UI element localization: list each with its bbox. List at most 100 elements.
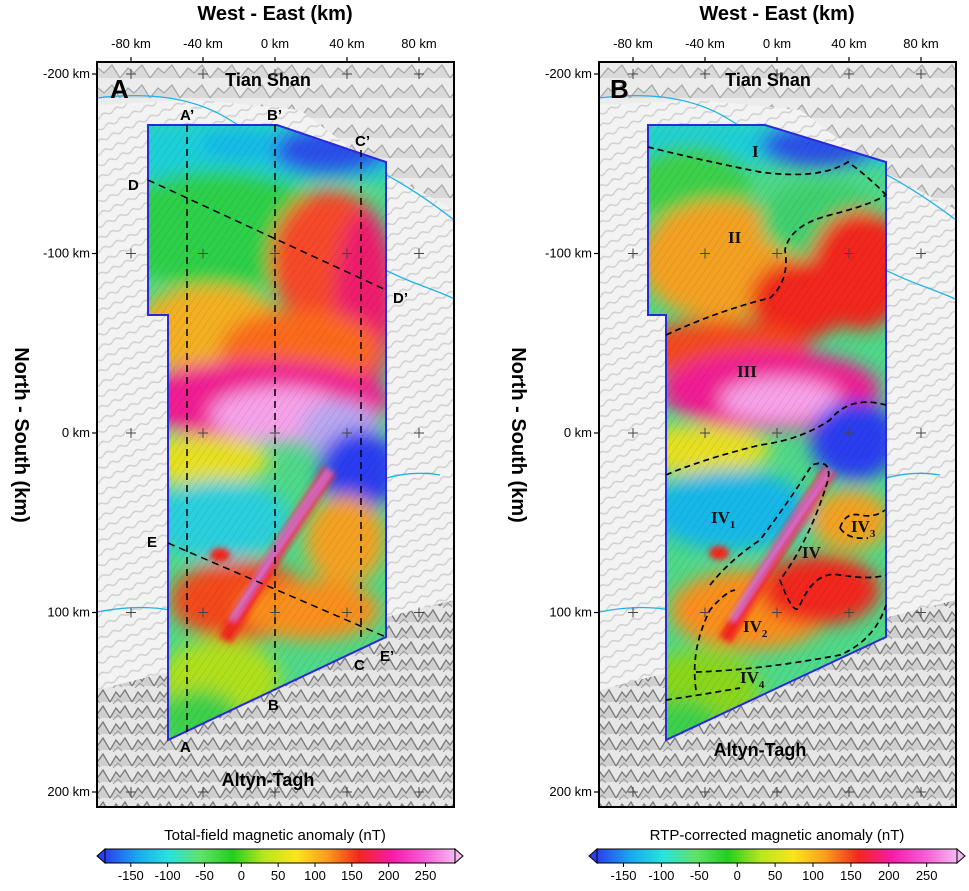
profile-label-d-prime: D’ (393, 290, 408, 307)
grid-cross (342, 248, 352, 259)
zone-label-iv1: IV1 (711, 508, 735, 531)
grid-cross (700, 248, 710, 259)
profile-label-c: C (354, 657, 365, 674)
grid-cross (198, 69, 208, 79)
grid-cross (270, 787, 280, 797)
panel-a-grid-crosses (126, 69, 424, 797)
grid-cross (700, 787, 710, 797)
colorbar-b: -150 -100 -50 0 50 100 150 200 250 (588, 847, 966, 883)
grid-cross (126, 428, 136, 438)
grid-cross (844, 428, 854, 438)
zone-label-iv2: IV2 (743, 617, 768, 640)
grid-cross (772, 69, 782, 79)
panel-a-profile-lines (147, 125, 387, 735)
colorbar-tick-label: 50 (271, 868, 285, 883)
colorbar-tick-label: 100 (304, 868, 326, 883)
grid-cross (198, 248, 208, 259)
grid-cross (916, 787, 926, 797)
grid-cross (342, 69, 352, 79)
colorbar-min-arrow (588, 847, 598, 865)
grid-cross (270, 69, 280, 79)
panel-a-profile-labels: A’ B’ C’ D D’ E E’ C B A (128, 107, 408, 756)
colorbar-tick-label: 250 (916, 868, 938, 883)
x-tick-label: 40 km (329, 36, 364, 51)
grid-cross (414, 607, 424, 618)
panel-a-axes: -80 km -40 km 0 km 40 km 80 km -200 km -100 km… (43, 36, 437, 799)
colorbar-ramp (596, 848, 958, 864)
grid-cross (126, 607, 136, 618)
panel-a-survey-outline (147, 124, 387, 742)
colorbar-tick-label: 150 (840, 868, 862, 883)
x-tick-label: -40 km (685, 36, 725, 51)
panel-b-y-title: North - South (km) (507, 347, 529, 523)
grid-cross (342, 787, 352, 797)
grid-cross (198, 607, 208, 618)
grid-cross (414, 787, 424, 797)
colorbar-tick-label: -50 (195, 868, 214, 883)
panel-b-label: B (610, 74, 629, 104)
y-tick-label: 0 km (62, 425, 90, 440)
place-tian-shan-a: Tian Shan (225, 70, 311, 90)
grid-cross (628, 787, 638, 797)
panel-b-zone-boundaries (647, 146, 887, 701)
y-tick-label: 100 km (549, 605, 592, 620)
grid-cross (628, 607, 638, 618)
grid-cross (700, 607, 710, 618)
profile-label-a: A (180, 739, 191, 756)
y-tick-label: 200 km (549, 784, 592, 799)
y-tick-label: -200 km (545, 66, 592, 81)
panel-b-x-title: West - East (km) (699, 3, 854, 25)
grid-cross (916, 428, 926, 438)
colorbar-tick-label: -100 (648, 868, 674, 883)
grid-cross (772, 787, 782, 797)
grid-cross (126, 787, 136, 797)
panel-b: I II III IV1 IV IV3 IV2 IV4 Tian Shan Al… (507, 3, 957, 808)
grid-cross (342, 607, 352, 618)
colorbar-a: -150 -100 -50 0 50 100 150 200 250 (96, 847, 464, 883)
place-tian-shan-b: Tian Shan (725, 70, 811, 90)
y-tick-label: 200 km (47, 784, 90, 799)
colorbar-a-label: Total-field magnetic anomaly (nT) (164, 827, 386, 844)
x-tick-label: 80 km (903, 36, 938, 51)
x-tick-label: -80 km (111, 36, 151, 51)
y-tick-label: -100 km (43, 246, 90, 261)
grid-cross (772, 428, 782, 438)
profile-label-a-prime: A’ (180, 107, 194, 124)
colorbar-tick-label: 200 (378, 868, 400, 883)
profile-label-c-prime: C’ (355, 133, 370, 150)
zone-label-iv3: IV3 (851, 517, 876, 540)
grid-cross (414, 248, 424, 259)
y-tick-label: 0 km (564, 425, 592, 440)
colorbar-tick-label: 200 (878, 868, 900, 883)
profile-label-e: E (147, 534, 157, 551)
grid-cross (844, 69, 854, 79)
colorbar-tick-label: 0 (734, 868, 741, 883)
place-altyn-tagh-b: Altyn-Tagh (714, 740, 807, 760)
grid-cross (270, 607, 280, 618)
grid-cross (198, 428, 208, 438)
grid-cross (700, 69, 710, 79)
place-altyn-tagh-a: Altyn-Tagh (222, 770, 315, 790)
grid-cross (772, 248, 782, 259)
grid-cross (844, 607, 854, 618)
panel-a: A’ B’ C’ D D’ E E’ C B A Tian Shan Altyn… (10, 3, 455, 808)
panel-b-axes: -80 km -40 km 0 km 40 km 80 km -200 km -100 km… (545, 36, 939, 799)
y-tick-label: 100 km (47, 605, 90, 620)
grid-cross (628, 69, 638, 79)
grid-cross (198, 787, 208, 797)
zone-label-ii: II (728, 228, 742, 247)
colorbar-max-arrow (956, 847, 966, 865)
zone-label-iii: III (737, 362, 757, 381)
colorbar-min-arrow (96, 847, 106, 865)
grid-cross (844, 787, 854, 797)
colorbar-tick-label: 100 (802, 868, 824, 883)
colorbar-tick-label: 250 (415, 868, 437, 883)
colorbar-tick-label: -100 (155, 868, 181, 883)
panel-a-y-title: North - South (km) (10, 347, 32, 523)
grid-cross (270, 248, 280, 259)
profile-label-e-prime: E’ (380, 648, 394, 665)
x-tick-label: 0 km (763, 36, 791, 51)
grid-cross (414, 428, 424, 438)
zone-label-i: I (752, 142, 759, 161)
